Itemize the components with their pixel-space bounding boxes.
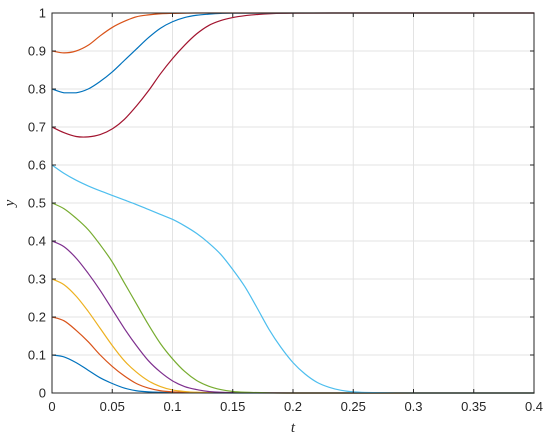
y-tick-label: 0.1 (28, 348, 46, 363)
x-tick-label: 0.15 (220, 399, 245, 414)
x-tick-label: 0.2 (284, 399, 302, 414)
y-tick-label: 0.7 (28, 120, 46, 135)
x-axis-ticks: 0 0.05 0.1 0.15 0.2 0.25 0.3 0.35 0.4 (48, 13, 543, 414)
y-axis-label: y (2, 199, 18, 208)
y-tick-label: 0.4 (28, 234, 46, 249)
x-axis-label: t (291, 420, 296, 436)
y-tick-label: 0.9 (28, 44, 46, 59)
y-axis-ticks: 0 0.1 0.2 0.3 0.4 0.5 0.6 0.7 0.8 0.9 1 (28, 6, 534, 401)
y-tick-label: 0.6 (28, 158, 46, 173)
y-tick-label: 0.5 (28, 196, 46, 211)
y-tick-label: 0.8 (28, 82, 46, 97)
x-tick-label: 0.05 (100, 399, 125, 414)
x-tick-label: 0.3 (404, 399, 422, 414)
x-tick-label: 0.4 (525, 399, 543, 414)
y-tick-label: 1 (39, 6, 46, 21)
x-tick-label: 0 (48, 399, 55, 414)
x-tick-label: 0.25 (341, 399, 366, 414)
x-tick-label: 0.35 (461, 399, 486, 414)
y-tick-label: 0.3 (28, 272, 46, 287)
grid-lines (52, 13, 534, 393)
x-tick-label: 0.1 (163, 399, 181, 414)
y-tick-label: 0.2 (28, 310, 46, 325)
y-tick-label: 0 (39, 386, 46, 401)
